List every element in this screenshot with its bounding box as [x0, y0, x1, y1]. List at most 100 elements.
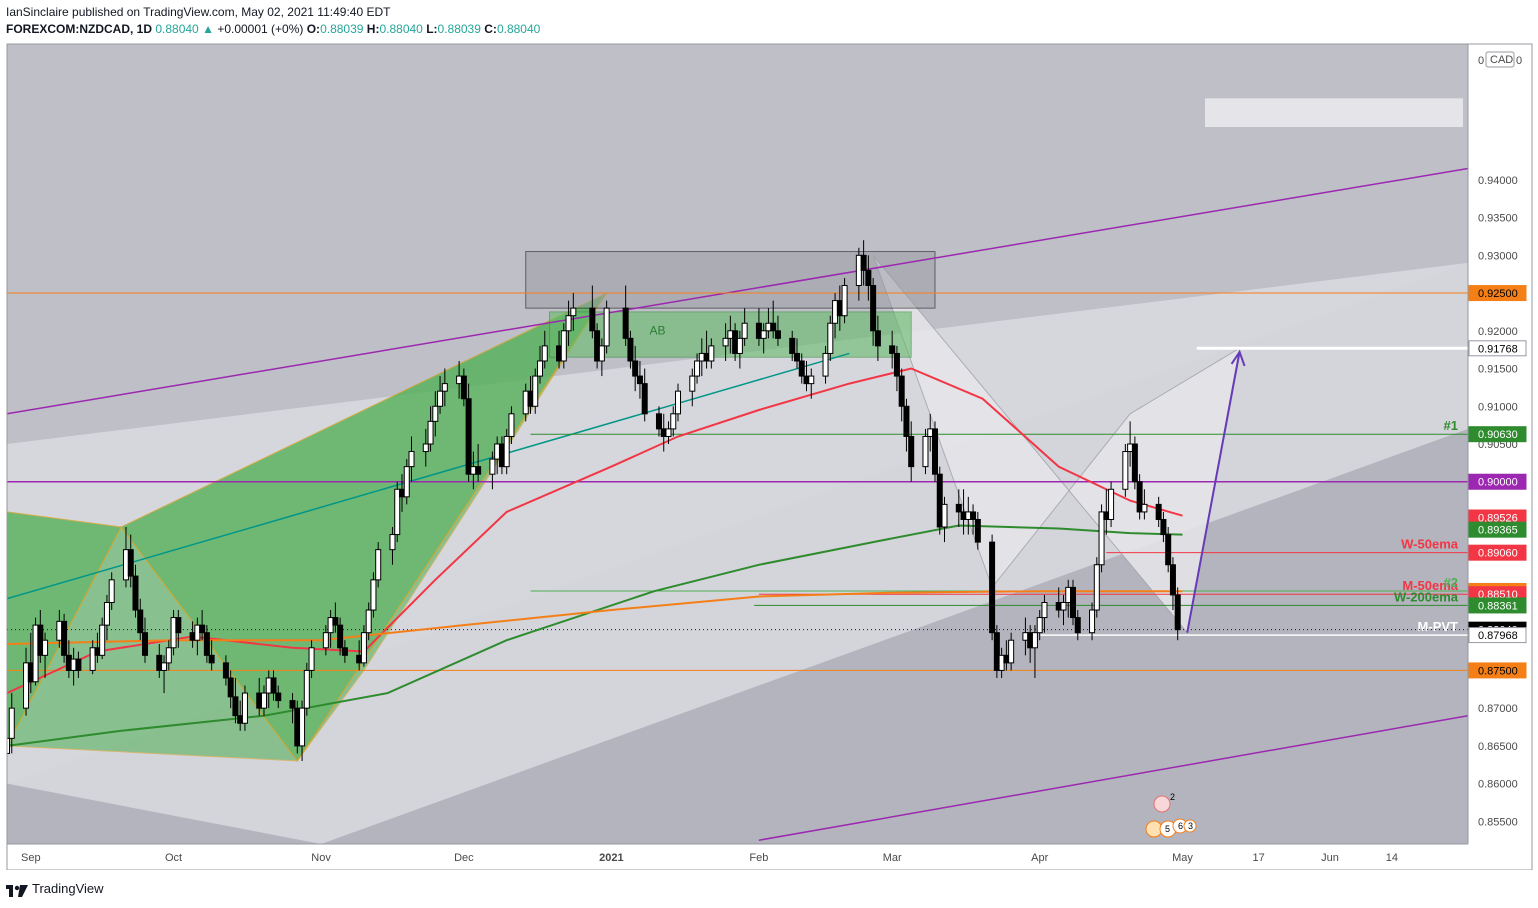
candle[interactable] [760, 323, 767, 354]
candle[interactable] [322, 625, 329, 656]
candle[interactable] [1174, 587, 1181, 641]
candle[interactable] [636, 360, 643, 399]
ema-m-50ema[interactable] [7, 367, 1183, 695]
candle[interactable] [5, 723, 10, 769]
candle[interactable] [1165, 527, 1172, 573]
candle[interactable] [227, 670, 234, 709]
candle[interactable] [665, 421, 672, 444]
candle[interactable] [389, 527, 396, 565]
candle[interactable] [936, 466, 943, 535]
candle[interactable] [341, 640, 348, 663]
candle[interactable] [137, 598, 144, 641]
candle[interactable] [1122, 444, 1129, 497]
candle[interactable] [1041, 594, 1048, 633]
candle[interactable] [722, 323, 729, 361]
candle[interactable] [161, 655, 168, 694]
candle[interactable] [789, 330, 796, 361]
candle[interactable] [865, 255, 872, 301]
candle[interactable] [989, 534, 996, 641]
candle[interactable] [437, 376, 444, 414]
candle[interactable] [108, 572, 115, 611]
candle[interactable] [627, 330, 634, 369]
candle[interactable] [294, 700, 301, 754]
candle[interactable] [1036, 610, 1043, 641]
price-tag[interactable]: 0.89365 [1468, 521, 1527, 538]
channel-lower-line[interactable] [758, 714, 1468, 841]
candle[interactable] [1131, 436, 1138, 490]
candle[interactable] [1160, 511, 1167, 543]
candle[interactable] [460, 368, 467, 407]
candle[interactable] [1060, 594, 1067, 626]
candle[interactable] [603, 300, 610, 354]
candle[interactable] [422, 428, 429, 467]
highlight-rect[interactable] [1205, 98, 1463, 128]
candle[interactable] [260, 685, 267, 716]
candle[interactable] [670, 406, 677, 437]
candle[interactable] [103, 594, 110, 641]
candle[interactable] [403, 459, 410, 505]
candle[interactable] [489, 451, 496, 490]
candle[interactable] [132, 564, 139, 618]
candle[interactable] [89, 640, 96, 675]
candle[interactable] [360, 625, 367, 667]
candle[interactable] [736, 330, 743, 369]
candle[interactable] [61, 613, 68, 663]
candle[interactable] [42, 632, 49, 678]
price-axis[interactable]: 0.94000 0.93500 0.93000 0.92000 0.91500 0.910… [1478, 175, 1518, 829]
trend-line-teal[interactable] [7, 352, 850, 600]
candle[interactable] [1141, 489, 1148, 520]
candle[interactable] [675, 383, 682, 422]
forecast-arrow[interactable] [1186, 351, 1241, 633]
candle[interactable] [1093, 557, 1100, 618]
candle[interactable] [970, 504, 977, 535]
candle[interactable] [289, 693, 296, 724]
candle[interactable] [1108, 481, 1115, 528]
time-axis[interactable]: Sep Oct Nov Dec 2021 Feb Mar Apr May 17 Jun 14 [21, 852, 1398, 864]
candle[interactable] [541, 330, 548, 369]
candle[interactable] [1074, 610, 1081, 641]
candle[interactable] [641, 368, 648, 422]
price-tag[interactable]: 0.87968 [1468, 627, 1527, 644]
candle[interactable] [922, 428, 929, 475]
candle[interactable] [931, 421, 938, 482]
candle[interactable] [175, 610, 182, 648]
channel-upper-line[interactable] [7, 167, 1468, 415]
candle[interactable] [1098, 504, 1105, 573]
candle[interactable] [232, 677, 239, 724]
candle[interactable] [303, 662, 310, 716]
candle[interactable] [308, 640, 315, 678]
price-tag[interactable]: 0.87500 [1468, 662, 1527, 679]
events-icons[interactable]: 2 5 6 3 [1145, 792, 1197, 838]
candle[interactable] [337, 617, 344, 656]
candle[interactable] [598, 338, 605, 377]
candle[interactable] [165, 640, 172, 671]
candle[interactable] [822, 345, 829, 384]
candle[interactable] [808, 368, 815, 399]
currency-badge[interactable]: 0 CAD 0 [1478, 51, 1522, 68]
candle[interactable] [427, 406, 434, 452]
candle[interactable] [941, 496, 948, 543]
candle[interactable] [570, 293, 577, 331]
candle[interactable] [874, 315, 881, 361]
candle[interactable] [208, 640, 215, 671]
candle[interactable] [475, 444, 482, 482]
candle[interactable] [774, 315, 781, 346]
candle[interactable] [222, 655, 229, 686]
price-tag[interactable]: 0.91768 [1468, 340, 1527, 357]
candle[interactable] [655, 406, 662, 437]
candle[interactable] [793, 338, 800, 369]
candle[interactable] [1008, 632, 1015, 671]
candle[interactable] [370, 572, 377, 618]
candle[interactable] [827, 315, 834, 361]
candle[interactable] [898, 368, 905, 422]
candle[interactable] [622, 285, 629, 346]
candle[interactable] [75, 651, 82, 678]
tradingview-footer[interactable]: TradingView [6, 881, 104, 897]
candle[interactable] [974, 511, 981, 550]
candle[interactable] [560, 323, 567, 369]
candle[interactable] [408, 436, 415, 482]
price-tag[interactable]: 0.89060 [1468, 544, 1527, 561]
candle[interactable] [1070, 579, 1077, 626]
candle[interactable] [993, 625, 1000, 678]
